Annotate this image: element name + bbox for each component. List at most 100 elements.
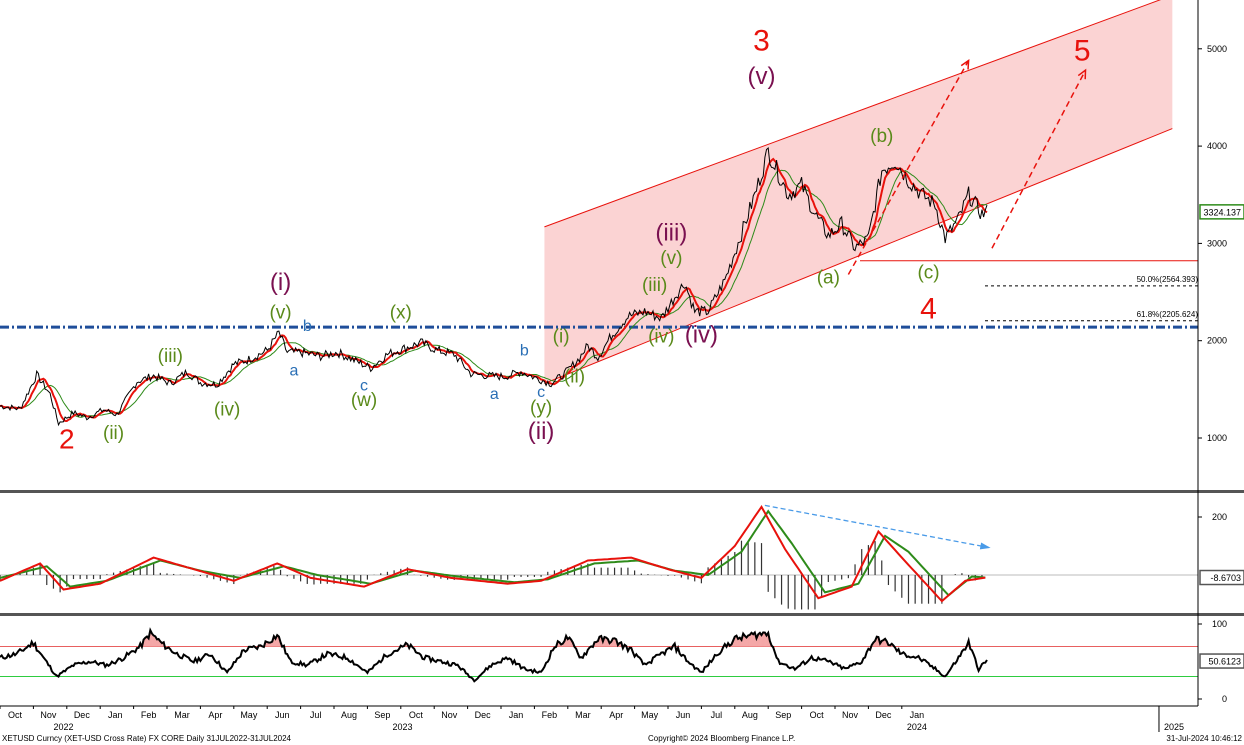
panel-divider-top xyxy=(0,490,1244,493)
wave-label: (iii) xyxy=(655,219,687,246)
last-value-badges: 3324.137 -8.6703 50.6123 xyxy=(1199,204,1244,669)
channel-upper-line xyxy=(544,0,1162,228)
last-value-badge xyxy=(1199,653,1244,669)
x-tick-label: Apr xyxy=(208,710,222,720)
forecast-arrow xyxy=(991,69,1087,249)
x-tick-label: Nov xyxy=(842,710,859,720)
wave-label: 4 xyxy=(920,292,937,325)
wave-label: (v) xyxy=(660,248,682,269)
macd-panel xyxy=(0,504,1198,610)
wave-label: (iv) xyxy=(685,322,718,349)
x-tick-label: Aug xyxy=(341,710,357,720)
x-tick-label: Oct xyxy=(8,710,23,720)
footer-left: XETUSD Curncy (XET-USD Cross Rate) FX CO… xyxy=(2,734,292,743)
x-tick-label: Nov xyxy=(40,710,57,720)
fib-level-label: 50.0%(2564.393) xyxy=(1137,275,1199,284)
y-tick-label: 1000 xyxy=(1207,433,1227,443)
wave-label: (v) xyxy=(748,63,776,90)
rsi-line xyxy=(0,627,988,683)
rsi-overbought-fill xyxy=(27,630,970,647)
x-year-label: 2024 xyxy=(907,722,927,732)
wave-label: (x) xyxy=(390,302,412,323)
wave-label: (iii) xyxy=(642,275,667,296)
x-tick-label: Sep xyxy=(374,710,390,720)
x-axis: Oct Nov Dec Jan Feb Mar Apr May Jun Jul Aug Sep Oct N… xyxy=(0,705,1198,732)
wave-label: c xyxy=(360,377,368,394)
x-tick-label: Jun xyxy=(676,710,691,720)
forecast-arrow xyxy=(847,60,970,275)
fib-level-label: 61.8%(2205.624) xyxy=(1137,310,1199,319)
x-tick-label: Feb xyxy=(141,710,157,720)
x-tick-label: Dec xyxy=(475,710,492,720)
wave-label: (w) xyxy=(351,390,377,411)
x-tick-label: Apr xyxy=(609,710,623,720)
x-tick-label: Jun xyxy=(275,710,290,720)
wave-label: a xyxy=(490,386,499,403)
forecast-arrowhead xyxy=(1077,68,1087,80)
price-levels: 50.0%(2564.393) 61.8%(2205.624) xyxy=(0,260,1199,329)
forecast-arrowhead xyxy=(960,58,970,70)
divergence-arrow xyxy=(764,504,989,549)
price-panel: 50.0%(2564.393) 61.8%(2205.624) 2 (ii) (iii… xyxy=(0,0,1198,455)
y-tick-label: 100 xyxy=(1212,619,1227,629)
wave-label: 3 xyxy=(753,25,770,58)
y-tick-label: 5000 xyxy=(1207,44,1227,54)
last-value-badge xyxy=(1199,569,1244,586)
x-tick-label: May xyxy=(641,710,659,720)
divergence-arrowhead xyxy=(979,542,991,550)
wave-label: b xyxy=(303,318,312,335)
x-axis-ticks: Oct Nov Dec Jan Feb Mar Apr May Jun Jul Aug Sep Oct N… xyxy=(0,706,1184,732)
x-tick-label: Jan xyxy=(910,710,925,720)
wave-label: (b) xyxy=(870,126,893,147)
x-tick-label: Oct xyxy=(810,710,825,720)
panel-divider-bottom xyxy=(0,613,1244,616)
x-year-label: 2023 xyxy=(392,722,412,732)
x-tick-label: Mar xyxy=(174,710,190,720)
x-tick-label: Nov xyxy=(441,710,458,720)
x-tick-label: Sep xyxy=(775,710,791,720)
last-value-badge xyxy=(1199,204,1244,220)
wave-label: (c) xyxy=(917,262,939,283)
wave-label: (ii) xyxy=(103,423,124,444)
trend-channel xyxy=(544,0,1173,384)
x-tick-label: May xyxy=(240,710,258,720)
y-tick-label: 2000 xyxy=(1207,336,1227,346)
x-tick-label: Dec xyxy=(875,710,892,720)
x-tick-label: Jan xyxy=(509,710,524,720)
wave-label: (v) xyxy=(269,302,291,323)
footer-center: Copyright© 2024 Bloomberg Finance L.P. xyxy=(648,734,795,743)
wave-label: (i) xyxy=(553,327,570,348)
wave-label: (iii) xyxy=(158,346,183,367)
x-tick-label: Oct xyxy=(409,710,424,720)
wave-label: (iv) xyxy=(214,400,240,421)
price-series xyxy=(0,146,988,427)
x-tick-label: Feb xyxy=(542,710,558,720)
x-tick-label: Jul xyxy=(310,710,322,720)
last-value-text: 3324.137 xyxy=(1203,207,1241,217)
footer-right: 31-Jul-2024 10:46:12 xyxy=(1166,734,1242,743)
wave-label: 5 xyxy=(1074,34,1091,67)
wave-label: (ii) xyxy=(528,418,555,445)
forecast-arrows xyxy=(847,58,1087,275)
x-tick-label: Aug xyxy=(742,710,758,720)
y-tick-label: 0 xyxy=(1222,694,1227,704)
macd-line xyxy=(0,505,986,603)
wave-label: a xyxy=(289,363,298,380)
x-tick-label: Jul xyxy=(711,710,723,720)
wave-label: (a) xyxy=(817,267,840,288)
last-value-text: 50.6123 xyxy=(1208,657,1241,667)
wave-label: (ii) xyxy=(564,367,585,388)
last-value-text: -8.6703 xyxy=(1210,573,1241,583)
wave-label: (y) xyxy=(530,398,552,419)
rsi-panel xyxy=(0,627,1198,683)
y-tick-label: 3000 xyxy=(1207,238,1227,248)
wave-labels: 2 (ii)(iii)(iv)(i)(v)ab(w)c(x)abc(y)(ii)(… xyxy=(59,25,1090,455)
y-tick-label: 4000 xyxy=(1207,141,1227,151)
wave-label: (iv) xyxy=(648,327,674,348)
x-tick-label: Jan xyxy=(108,710,123,720)
wave-label: 2 xyxy=(59,424,75,455)
x-tick-label: Dec xyxy=(74,710,91,720)
